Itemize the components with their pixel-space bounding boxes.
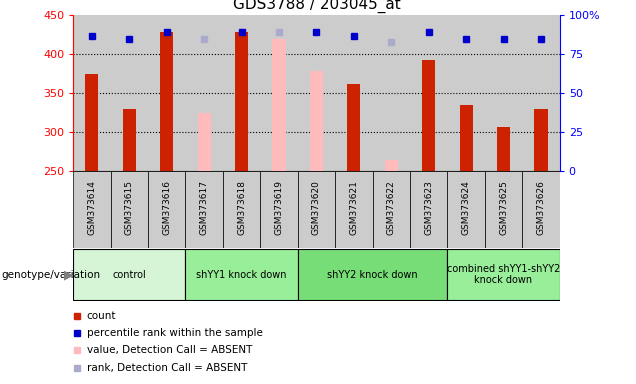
- Bar: [148, 15, 186, 171]
- Text: genotype/variation: genotype/variation: [1, 270, 100, 280]
- Text: GSM373626: GSM373626: [537, 180, 546, 235]
- Bar: [235, 33, 248, 171]
- FancyBboxPatch shape: [186, 249, 298, 300]
- Bar: [272, 39, 286, 171]
- Text: control: control: [113, 270, 146, 280]
- Text: GSM373617: GSM373617: [200, 180, 209, 235]
- Text: GSM373622: GSM373622: [387, 180, 396, 235]
- Text: combined shYY1-shYY2
knock down: combined shYY1-shYY2 knock down: [447, 264, 560, 285]
- Text: GSM373620: GSM373620: [312, 180, 321, 235]
- Bar: [534, 109, 548, 171]
- FancyBboxPatch shape: [447, 249, 560, 300]
- Bar: [298, 15, 335, 171]
- Bar: [111, 15, 148, 171]
- Bar: [422, 60, 435, 171]
- FancyBboxPatch shape: [73, 171, 111, 248]
- Text: GSM373615: GSM373615: [125, 180, 134, 235]
- Text: GSM373625: GSM373625: [499, 180, 508, 235]
- FancyBboxPatch shape: [73, 249, 186, 300]
- Bar: [160, 33, 173, 171]
- Bar: [485, 15, 522, 171]
- FancyBboxPatch shape: [485, 171, 522, 248]
- Text: GSM373616: GSM373616: [162, 180, 171, 235]
- Bar: [186, 15, 223, 171]
- FancyBboxPatch shape: [260, 171, 298, 248]
- Text: GSM373619: GSM373619: [275, 180, 284, 235]
- Text: shYY2 knock down: shYY2 knock down: [328, 270, 418, 280]
- Bar: [410, 15, 447, 171]
- Text: shYY1 knock down: shYY1 knock down: [197, 270, 287, 280]
- Text: percentile rank within the sample: percentile rank within the sample: [86, 328, 263, 338]
- Text: rank, Detection Call = ABSENT: rank, Detection Call = ABSENT: [86, 362, 247, 373]
- Bar: [447, 15, 485, 171]
- Bar: [497, 127, 510, 171]
- Text: GSM373614: GSM373614: [87, 180, 96, 235]
- Bar: [347, 84, 361, 171]
- FancyBboxPatch shape: [410, 171, 447, 248]
- Bar: [85, 74, 99, 171]
- FancyBboxPatch shape: [111, 171, 148, 248]
- Bar: [522, 15, 560, 171]
- Bar: [123, 109, 136, 171]
- FancyBboxPatch shape: [186, 171, 223, 248]
- Bar: [198, 113, 211, 171]
- FancyBboxPatch shape: [447, 171, 485, 248]
- Text: count: count: [86, 311, 116, 321]
- Text: value, Detection Call = ABSENT: value, Detection Call = ABSENT: [86, 345, 252, 356]
- Bar: [310, 71, 323, 171]
- FancyBboxPatch shape: [148, 171, 186, 248]
- FancyBboxPatch shape: [335, 171, 373, 248]
- Bar: [223, 15, 260, 171]
- Title: GDS3788 / 203045_at: GDS3788 / 203045_at: [233, 0, 400, 13]
- Bar: [460, 105, 473, 171]
- Text: GSM373621: GSM373621: [349, 180, 358, 235]
- FancyBboxPatch shape: [373, 171, 410, 248]
- Bar: [73, 15, 111, 171]
- Text: GSM373624: GSM373624: [462, 180, 471, 235]
- Bar: [385, 160, 398, 171]
- Bar: [335, 15, 373, 171]
- FancyBboxPatch shape: [298, 171, 335, 248]
- Text: ▶: ▶: [64, 268, 74, 281]
- FancyBboxPatch shape: [298, 249, 447, 300]
- Bar: [373, 15, 410, 171]
- FancyBboxPatch shape: [522, 171, 560, 248]
- Text: GSM373623: GSM373623: [424, 180, 433, 235]
- Bar: [260, 15, 298, 171]
- Text: GSM373618: GSM373618: [237, 180, 246, 235]
- FancyBboxPatch shape: [223, 171, 260, 248]
